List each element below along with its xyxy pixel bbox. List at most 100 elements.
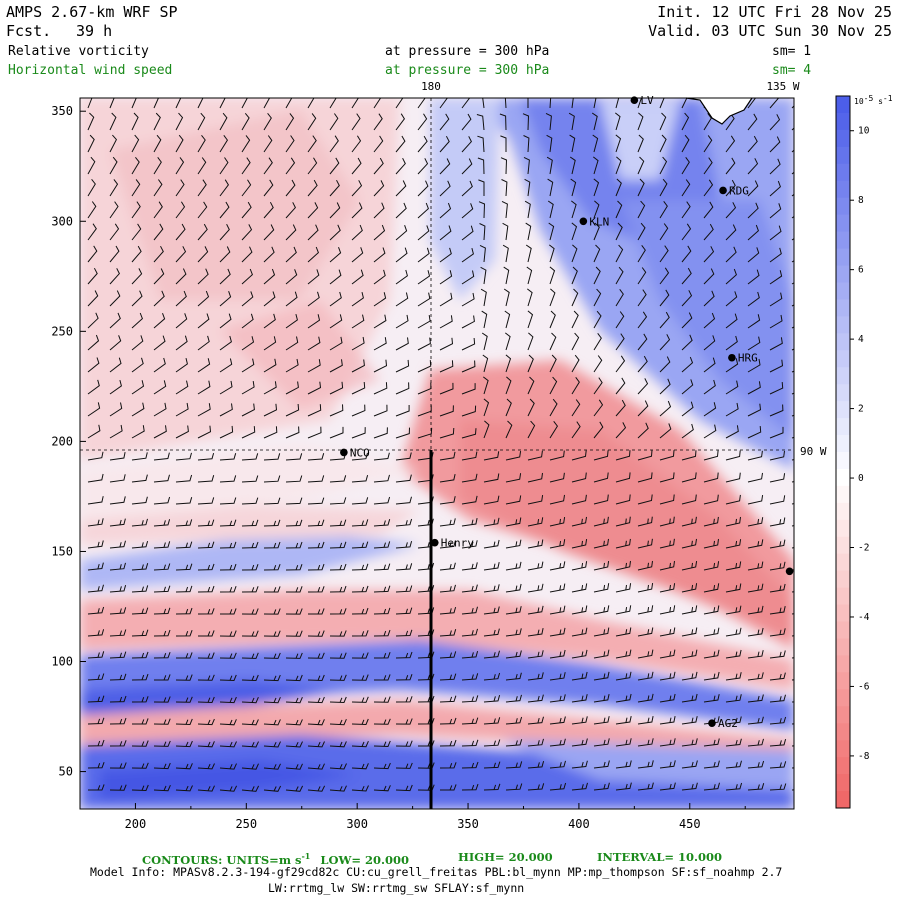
wind-barb-flag <box>515 696 518 702</box>
wind-barb <box>527 354 534 373</box>
wind-barb <box>329 541 347 549</box>
wind-barb <box>593 178 600 197</box>
wind-barb <box>483 495 500 505</box>
wind-barb <box>329 179 340 197</box>
wind-barb <box>549 716 566 725</box>
wind-barb <box>153 313 166 329</box>
wind-barb <box>153 696 171 703</box>
wind-barb <box>479 223 486 241</box>
wind-barb <box>549 398 558 417</box>
wind-barb <box>329 224 341 241</box>
wind-barb <box>175 519 193 527</box>
wind-barb-flag <box>97 740 101 746</box>
wind-barb-flag <box>119 652 122 658</box>
wind-barb-flag <box>163 675 167 681</box>
wind-barb <box>395 563 413 571</box>
wind-barb <box>351 113 361 131</box>
wind-barb-flag <box>449 696 453 702</box>
wind-barb <box>637 516 653 527</box>
wind-barb <box>502 222 509 241</box>
station-label: KLN <box>589 215 609 228</box>
wind-barb <box>219 135 229 153</box>
wind-barb-flag <box>383 630 387 636</box>
wind-barb <box>725 224 737 241</box>
wind-barb-flag <box>581 739 584 745</box>
wind-barb-flag <box>713 784 716 790</box>
wind-barb <box>219 157 229 175</box>
wind-barb <box>703 179 714 197</box>
wind-barb <box>659 201 668 219</box>
wind-barb <box>175 268 187 285</box>
wind-barb-flag <box>449 541 452 547</box>
wind-barb <box>527 783 545 791</box>
wind-barb-flag <box>383 608 387 614</box>
wind-barb <box>747 495 764 505</box>
wind-barb-flag <box>493 696 496 702</box>
wind-barb <box>373 541 391 549</box>
wind-barb-flag <box>625 607 628 613</box>
wind-barb <box>329 135 339 153</box>
wind-barb <box>571 288 579 307</box>
wind-barb <box>615 311 625 329</box>
wind-barb <box>87 562 104 571</box>
wind-barb <box>285 336 299 351</box>
wind-barb <box>285 224 297 241</box>
wind-barb <box>439 695 457 703</box>
wind-barb <box>175 201 186 219</box>
wind-barb <box>131 740 149 747</box>
colorbar-step <box>836 282 850 300</box>
wind-barb <box>395 740 413 747</box>
wind-barb <box>747 314 761 329</box>
wind-barb-flag <box>163 785 167 791</box>
wind-barb <box>351 674 369 681</box>
wind-barb-flag <box>647 673 650 679</box>
wind-barb-flag <box>141 542 144 548</box>
wind-barb-flag <box>273 719 277 725</box>
colorbar-step <box>836 638 850 656</box>
wind-barb <box>747 291 760 307</box>
wind-barb-flag <box>251 587 255 593</box>
wind-barb <box>241 179 252 197</box>
wind-barb <box>197 652 215 659</box>
wind-barb <box>483 473 500 483</box>
wind-barb-flag <box>493 762 496 768</box>
wind-barb <box>263 541 281 549</box>
wind-barb <box>285 763 303 770</box>
wind-barb <box>477 157 485 175</box>
wind-barb <box>637 494 653 505</box>
wind-barb-flag <box>317 564 321 570</box>
wind-barb <box>593 266 601 285</box>
wind-barb <box>769 761 787 769</box>
wind-barb-flag <box>97 630 100 636</box>
wind-barb <box>373 337 387 351</box>
wind-barb <box>87 451 104 461</box>
wind-barb-flag <box>537 585 540 591</box>
wind-barb <box>87 402 101 417</box>
wind-barb-flag <box>625 761 628 767</box>
wind-barb-flag <box>383 564 386 570</box>
wind-barb <box>197 290 210 307</box>
wind-barb <box>593 671 610 681</box>
wind-barb-flag <box>713 518 715 524</box>
wind-barb-flag <box>493 784 497 790</box>
wind-barb <box>373 224 386 241</box>
wind-barb-flag <box>295 719 299 725</box>
wind-barb <box>351 585 369 593</box>
wind-barb-flag <box>471 696 474 702</box>
wind-barb-flag <box>471 718 474 724</box>
wind-barb <box>285 785 304 792</box>
wind-barb <box>175 223 186 241</box>
wind-barb <box>395 585 413 593</box>
wind-barb <box>703 671 720 681</box>
wind-barb <box>615 178 622 197</box>
wind-barb <box>285 113 295 131</box>
wind-barb <box>681 267 692 285</box>
wind-barb <box>109 424 123 439</box>
wind-barb-flag <box>229 697 233 703</box>
station-marker <box>785 567 794 576</box>
wind-barb <box>482 376 489 395</box>
wind-barb-flag <box>317 653 321 659</box>
wind-barb <box>87 178 96 197</box>
wind-barb-flag <box>757 518 760 525</box>
